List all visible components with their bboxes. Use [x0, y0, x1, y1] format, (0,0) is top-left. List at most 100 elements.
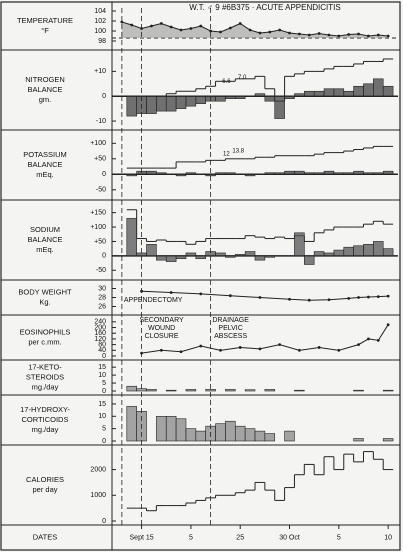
point: [258, 296, 262, 299]
bar: [244, 251, 256, 257]
x-tick-label: 10: [384, 534, 392, 541]
bar: [382, 248, 394, 257]
bar: [175, 255, 187, 260]
bar: [264, 433, 276, 442]
point: [288, 297, 291, 301]
y-tick-label: +100: [90, 140, 106, 147]
bar: [382, 85, 394, 97]
point: [386, 34, 390, 38]
point: [228, 26, 232, 30]
point: [189, 27, 193, 30]
point: [357, 32, 360, 36]
point: [199, 344, 203, 348]
bar: [353, 389, 364, 392]
panel-label: 17-HYDROXY-: [20, 405, 70, 414]
y-tick-label: -50: [96, 267, 106, 274]
bar: [294, 170, 305, 175]
bar: [146, 170, 157, 175]
annotation: 6.6: [222, 79, 231, 85]
bar: [146, 95, 157, 114]
bar: [215, 172, 226, 175]
bar: [185, 389, 197, 392]
y-tick-label: 10: [98, 372, 106, 379]
point: [169, 25, 173, 29]
bar: [195, 255, 206, 260]
event-label: SECONDARY: [139, 317, 184, 324]
y-tick-label: 80: [98, 341, 106, 348]
bar: [225, 95, 236, 99]
bar: [215, 95, 226, 102]
y-tick-label: +50: [94, 238, 106, 245]
bar: [294, 389, 305, 392]
bar: [175, 95, 187, 109]
bar: [313, 90, 325, 97]
point: [228, 294, 232, 298]
point: [258, 31, 262, 35]
y-tick-label: -50: [96, 187, 106, 194]
bar: [304, 255, 315, 265]
y-tick-label: 40: [98, 347, 106, 354]
bar: [373, 172, 384, 175]
point: [278, 28, 282, 32]
point: [238, 22, 242, 25]
point: [179, 28, 183, 32]
point: [347, 297, 351, 300]
point: [357, 343, 360, 347]
bar: [225, 389, 236, 392]
y-tick-label: 26: [98, 303, 106, 310]
point: [219, 30, 222, 34]
bar: [313, 172, 325, 175]
bar: [156, 415, 167, 442]
bar: [294, 232, 305, 257]
bar: [126, 174, 137, 177]
panel-label: STEROIDS: [26, 372, 64, 381]
bar: [244, 389, 256, 392]
x-tick-label: 5: [189, 534, 193, 541]
y-tick-label: 100: [94, 28, 106, 35]
bar: [205, 389, 216, 392]
event-label: DRAINAGE: [212, 317, 249, 324]
bar: [353, 438, 364, 442]
bar: [225, 420, 236, 442]
bar: [333, 249, 345, 257]
bar: [175, 174, 187, 177]
annotation: 13.8: [232, 149, 244, 155]
y-tick-label: +150: [90, 209, 106, 216]
bar: [274, 95, 285, 119]
point: [386, 294, 390, 298]
bar: [284, 170, 295, 175]
y-tick-label: 98: [98, 38, 106, 45]
bar: [234, 95, 246, 99]
point: [376, 295, 380, 298]
bar: [234, 254, 246, 257]
bar: [136, 252, 147, 257]
bar: [165, 415, 177, 442]
y-tick-label: -10: [96, 118, 106, 125]
point: [386, 323, 390, 327]
point: [347, 33, 351, 36]
bar: [264, 255, 276, 258]
panel-label: CORTICOIDS: [22, 415, 69, 424]
bar: [146, 244, 157, 257]
bar: [304, 90, 315, 97]
point: [367, 337, 370, 341]
panel-label: per day: [32, 485, 57, 494]
y-tick-label: 10: [98, 413, 106, 420]
point: [357, 296, 360, 299]
point: [209, 29, 213, 33]
bar: [363, 83, 374, 97]
x-tick-label: 25: [236, 534, 244, 541]
panel-label: BALANCE: [27, 235, 62, 244]
bar: [146, 389, 157, 392]
bar: [156, 255, 167, 261]
panel-label: SODIUM: [30, 225, 60, 234]
y-tick-label: 102: [94, 18, 106, 25]
bar: [185, 172, 197, 175]
bar: [373, 241, 384, 257]
bar: [382, 389, 394, 392]
bar: [126, 406, 137, 442]
point: [307, 33, 311, 37]
x-tick-label: Sept 15: [130, 534, 154, 541]
panel-label: BALANCE: [27, 85, 62, 94]
point: [327, 33, 331, 37]
